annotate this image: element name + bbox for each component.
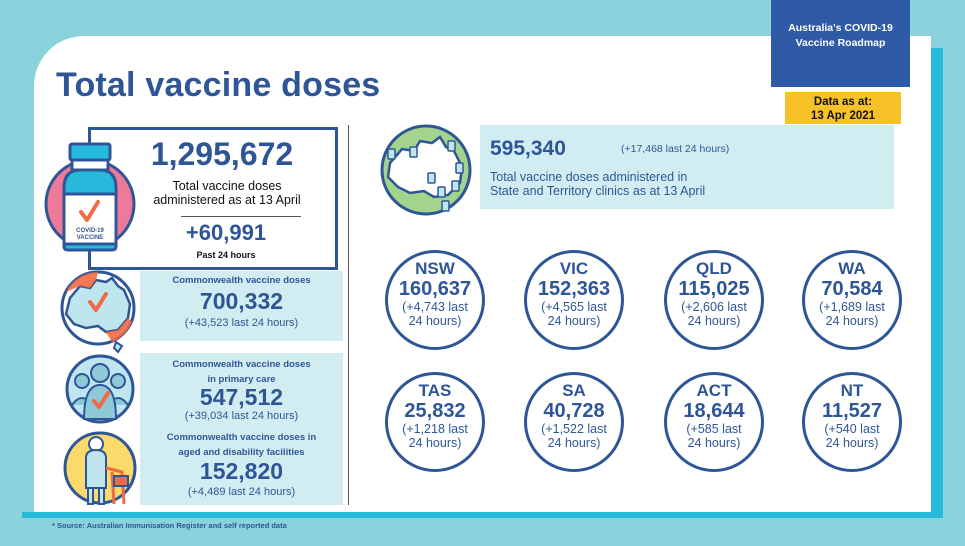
state-name: VIC	[559, 259, 589, 278]
roadmap-line2: Vaccine Roadmap	[795, 37, 886, 49]
aged-care-label-line1: Commonwealth vaccine doses in	[166, 432, 317, 443]
total-doses-label: Total vaccine doses administered as at 1…	[91, 179, 335, 207]
state-clinics-box: 595,340 (+17,468 last 24 hours) Total va…	[480, 125, 894, 209]
state-value: 18,644	[683, 400, 745, 422]
total-doses-box: 1,295,672 Total vaccine doses administer…	[88, 127, 338, 270]
state-name: WA	[838, 259, 866, 278]
total-doses-label-line2: administered as at 13 April	[153, 193, 301, 207]
state-clinics-value: 595,340	[490, 137, 566, 160]
state-delta-line1: (+540 last	[824, 422, 880, 436]
primary-care-box: Commonwealth vaccine doses in primary ca…	[140, 353, 343, 505]
bottle-text-line2: VACCINE	[77, 235, 104, 241]
column-divider	[348, 125, 349, 505]
data-as-at-badge: Data as at: 13 Apr 2021	[785, 92, 901, 124]
right-accent-strip	[931, 48, 943, 518]
state-name: ACT	[696, 381, 732, 400]
footnote: * Source: Australian Immunisation Regist…	[52, 521, 287, 530]
state-circle-qld: QLD 115,025 (+2,606 last 24 hours)	[664, 250, 764, 350]
aged-care-label: Commonwealth vaccine doses in aged and d…	[140, 430, 343, 460]
state-circle-sa: SA 40,728 (+1,522 last 24 hours)	[524, 372, 624, 472]
data-as-at-line1: Data as at:	[813, 96, 873, 108]
total-divider	[181, 216, 301, 217]
state-circle-nsw: NSW 160,637 (+4,743 last 24 hours)	[385, 250, 485, 350]
total-delta-label: Past 24 hours	[196, 250, 256, 260]
total-doses-value: 1,295,672	[150, 136, 294, 172]
state-name: NT	[840, 381, 864, 400]
state-value: 40,728	[543, 400, 605, 422]
state-delta-line1: (+4,565 last	[541, 300, 607, 314]
state-delta-line2: 24 hours)	[547, 436, 601, 450]
state-circle-act: ACT 18,644 (+585 last 24 hours)	[664, 372, 764, 472]
total-doses-label-line1: Total vaccine doses	[172, 179, 282, 193]
state-delta-line2: 24 hours)	[687, 314, 741, 328]
commonwealth-delta: (+43,523 last 24 hours)	[184, 317, 299, 329]
state-value: 11,527	[821, 400, 883, 422]
state-value: 152,363	[537, 278, 611, 300]
primary-care-label-line1: Commonwealth vaccine doses	[172, 359, 311, 370]
state-value: 160,637	[398, 278, 472, 300]
australia-map-clinics-icon	[380, 124, 472, 216]
state-value: 70,584	[821, 278, 883, 300]
state-circle-tas: TAS 25,832 (+1,218 last 24 hours)	[385, 372, 485, 472]
elderly-person-icon	[63, 431, 137, 505]
state-delta-line2: 24 hours)	[408, 314, 462, 328]
aged-care-value: 152,820	[199, 458, 284, 484]
state-name: NSW	[415, 259, 455, 278]
commonwealth-value: 700,332	[199, 288, 284, 314]
primary-care-delta: (+39,034 last 24 hours)	[184, 410, 299, 422]
state-clinics-delta: (+17,468 last 24 hours)	[621, 143, 730, 155]
state-clinics-label-line2: State and Territory clinics as at 13 Apr…	[490, 184, 706, 198]
aged-care-delta: (+4,489 last 24 hours)	[187, 486, 296, 498]
aged-care-label-line2: aged and disability facilities	[178, 447, 305, 458]
state-name: QLD	[696, 259, 732, 278]
state-name: SA	[562, 381, 586, 400]
state-circle-wa: WA 70,584 (+1,689 last 24 hours)	[802, 250, 902, 350]
vaccine-bottle-icon: COVID-19 VACCINE	[44, 142, 136, 252]
commonwealth-label: Commonwealth vaccine doses	[172, 275, 311, 286]
data-as-at-line2: 13 Apr 2021	[810, 110, 876, 122]
state-delta-line1: (+2,606 last	[681, 300, 747, 314]
roadmap-badge: Australia's COVID-19 Vaccine Roadmap	[771, 0, 910, 87]
state-clinics-label: Total vaccine doses administered in Stat…	[490, 170, 705, 198]
page-title: Total vaccine doses	[56, 66, 381, 104]
primary-care-label: Commonwealth vaccine doses in primary ca…	[140, 357, 343, 387]
state-delta-line1: (+585 last	[686, 422, 742, 436]
state-circle-vic: VIC 152,363 (+4,565 last 24 hours)	[524, 250, 624, 350]
state-delta-line2: 24 hours)	[825, 436, 879, 450]
state-delta-line1: (+4,743 last	[402, 300, 468, 314]
australia-map-icon	[60, 270, 136, 354]
bottle-text-line1: COVID-19	[76, 228, 104, 234]
state-circle-nt: NT 11,527 (+540 last 24 hours)	[802, 372, 902, 472]
state-value: 25,832	[404, 400, 466, 422]
state-delta-line1: (+1,218 last	[402, 422, 468, 436]
primary-care-label-line2: in primary care	[207, 374, 276, 385]
state-clinics-label-line1: Total vaccine doses administered in	[490, 170, 688, 184]
state-delta-line2: 24 hours)	[825, 314, 879, 328]
state-delta-line1: (+1,689 last	[819, 300, 885, 314]
primary-care-value: 547,512	[199, 384, 284, 410]
state-delta-line2: 24 hours)	[687, 436, 741, 450]
commonwealth-box: Commonwealth vaccine doses 700,332 (+43,…	[140, 271, 343, 341]
state-delta-line1: (+1,522 last	[541, 422, 607, 436]
total-delta-value: +60,991	[185, 220, 267, 245]
crowd-icon	[65, 354, 135, 424]
state-delta-line2: 24 hours)	[408, 436, 462, 450]
state-value: 115,025	[678, 278, 750, 300]
state-name: TAS	[418, 381, 452, 400]
bottom-accent-bar	[22, 512, 942, 518]
state-delta-line2: 24 hours)	[547, 314, 601, 328]
roadmap-line1: Australia's COVID-19	[788, 22, 893, 34]
